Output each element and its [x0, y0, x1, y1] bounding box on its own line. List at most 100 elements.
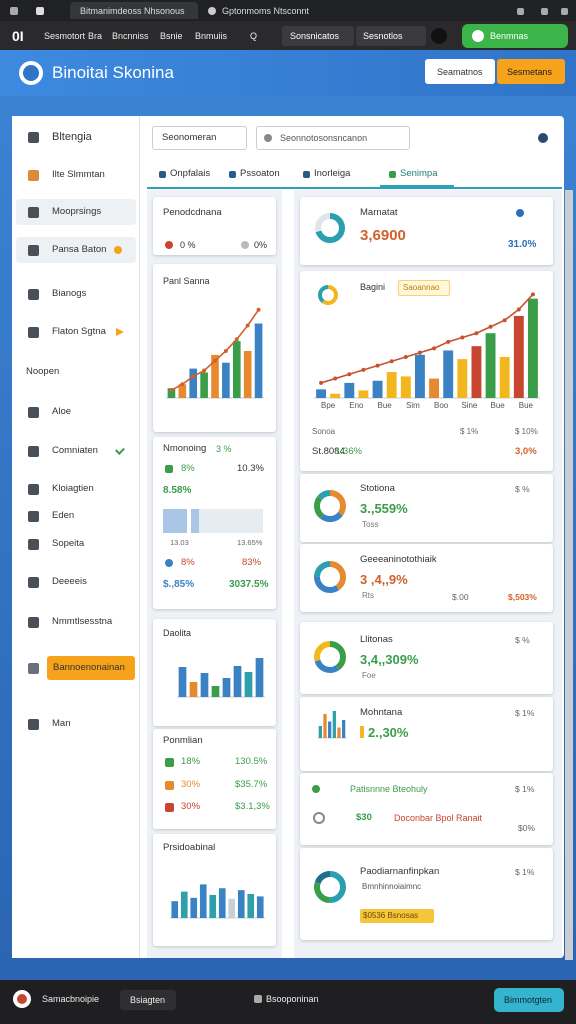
card-title: Prsidoabinal: [163, 842, 216, 853]
footer-stat: 1.36%: [335, 446, 362, 457]
icon: [165, 559, 173, 567]
stat: $.00: [452, 592, 469, 602]
header-button-label[interactable]: Sesmetans: [507, 67, 553, 77]
nav-button-label[interactable]: Benmnas: [490, 31, 529, 41]
icon: [36, 7, 44, 15]
icon: [27, 169, 39, 181]
bar: [199, 884, 207, 918]
nav-link[interactable]: Bnmuiis: [195, 31, 228, 41]
card-title: Marnatat: [360, 207, 398, 218]
card-title: Geeeaninotothiaik: [360, 554, 437, 565]
chart: [314, 871, 346, 903]
trend-point: [223, 348, 228, 353]
trend-point: [234, 337, 239, 342]
sidebar-item[interactable]: Mooprsings: [52, 206, 102, 217]
icon: [165, 465, 173, 473]
metric: 2.,30%: [368, 725, 409, 740]
nav-tab: [282, 26, 354, 46]
change: $ %: [515, 484, 530, 494]
sidebar-item[interactable]: Noopen: [26, 366, 60, 377]
bar: [222, 678, 231, 697]
trend-point: [319, 380, 324, 385]
trend-line: [320, 293, 534, 384]
footer-button-label[interactable]: Bimmotgten: [504, 995, 553, 1005]
sidebar-item[interactable]: Man: [52, 718, 71, 729]
icon: [27, 445, 39, 457]
chart: [315, 213, 345, 243]
sidebar-item[interactable]: Bannoenonainan: [53, 662, 125, 673]
nav-link[interactable]: Sesmotort: [44, 31, 86, 41]
stat: 8%: [181, 557, 195, 568]
sidebar-item[interactable]: Sopeita: [52, 538, 85, 549]
stat: 130.5%: [235, 756, 268, 767]
nav-tab-label[interactable]: Sesnotlos: [363, 31, 403, 41]
sidebar-item[interactable]: Flaton Sgtna: [52, 326, 106, 337]
icon: [241, 241, 249, 249]
search-placeholder[interactable]: Seonnotosonsncanon: [280, 133, 368, 143]
header-button: [497, 59, 565, 84]
bar: [180, 891, 188, 918]
change: $ 1%: [515, 784, 535, 794]
tab[interactable]: Senimpa: [400, 168, 438, 179]
tab[interactable]: Pssoaton: [240, 168, 280, 179]
sidebar-item[interactable]: Bianogs: [52, 288, 87, 299]
card-title: Llitonas: [360, 634, 393, 645]
trend-point: [191, 374, 196, 379]
tab[interactable]: Onpfalais: [170, 168, 211, 179]
icon: [254, 995, 262, 1003]
sidebar-item[interactable]: Ilte Slmmtan: [52, 169, 105, 180]
card-title: Daolita: [163, 628, 192, 638]
nav-link[interactable]: Bncnniss: [112, 31, 149, 41]
change: $ 1%: [515, 867, 535, 877]
bar: [254, 323, 263, 398]
footer-bar: [0, 980, 576, 1024]
icon: [165, 241, 173, 249]
icon: [27, 406, 39, 418]
sidebar-item[interactable]: Nmmtlsesstna: [52, 616, 113, 627]
chart: [318, 285, 338, 305]
stat: 8%: [181, 463, 195, 474]
bar: [527, 298, 538, 398]
icon: [516, 7, 524, 15]
x-tick-label: Eno: [349, 401, 364, 410]
sidebar-item[interactable]: Kloiagtien: [52, 483, 94, 494]
bar: [342, 720, 346, 738]
sidebar-item[interactable]: Deeeeis: [52, 576, 87, 587]
header-button-label[interactable]: Seamatnos: [437, 67, 483, 77]
badge: 3 %: [216, 444, 232, 454]
icon: [264, 134, 272, 142]
stat: $0%: [518, 823, 536, 833]
nav-link[interactable]: Bsnie: [160, 31, 183, 41]
stat: 18%: [181, 756, 201, 767]
trend-point: [502, 318, 507, 323]
card-title: Ponmlian: [163, 735, 203, 746]
card-title: Paodiarnanfinpkan: [360, 866, 440, 877]
nav-tab-label[interactable]: Sonsnicatos: [290, 31, 340, 41]
metric-sub: Foe: [362, 671, 376, 680]
nav-link[interactable]: Bra: [88, 31, 103, 41]
bar: [200, 372, 208, 398]
trend-point: [213, 358, 217, 363]
tab[interactable]: Inorleiga: [314, 168, 351, 179]
nav-link[interactable]: Q: [250, 31, 258, 41]
bar: [330, 393, 341, 398]
bar: [232, 341, 241, 398]
trend-point: [417, 350, 422, 355]
sidebar-item[interactable]: Eden: [52, 510, 75, 521]
bar: [471, 346, 482, 398]
mini-bars: [163, 509, 263, 533]
sidebar-item[interactable]: Bltengia: [52, 131, 92, 143]
bar: [228, 898, 236, 918]
bar: [237, 890, 245, 918]
bar: [211, 354, 219, 398]
sidebar-item[interactable]: Comniaten: [52, 445, 98, 456]
bar: [233, 666, 242, 697]
sidebar-item[interactable]: Aloe: [52, 406, 72, 417]
select-label[interactable]: Seonomeran: [162, 132, 217, 143]
bar: [218, 888, 226, 918]
sidebar-item[interactable]: Pansa Baton: [52, 244, 107, 255]
icon: [17, 994, 27, 1004]
footer-tab-label[interactable]: Bsiagten: [130, 995, 166, 1005]
badge-bg: [398, 280, 450, 296]
